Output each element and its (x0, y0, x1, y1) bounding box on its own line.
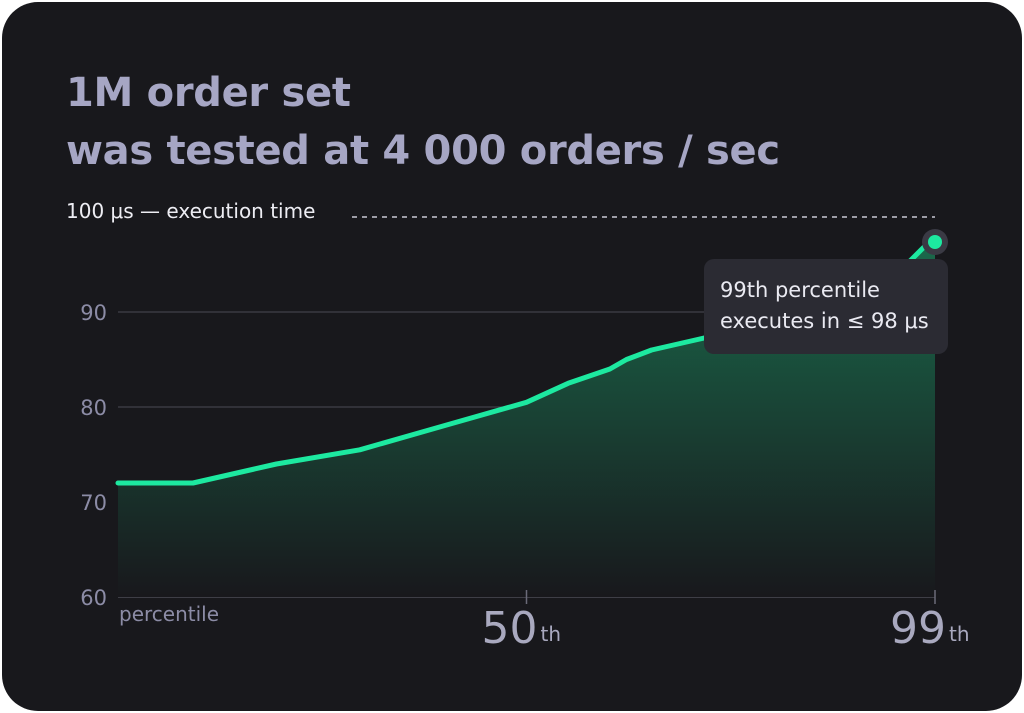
percentile-tooltip: 99th percentile executes in ≤ 98 μs (704, 259, 948, 354)
title-line-2: was tested at 4 000 orders / sec (66, 128, 780, 174)
y-tick-label: 70 (80, 491, 107, 515)
chart-title: 1M order set was tested at 4 000 orders … (66, 64, 780, 180)
y-tick-label: 80 (80, 396, 107, 420)
highlight-group (922, 229, 948, 255)
x-tick-suffix: th (541, 622, 562, 646)
y-tick-label: 90 (80, 301, 107, 325)
tooltip-line-2: executes in ≤ 98 μs (720, 309, 929, 333)
x-tick-suffix: th (949, 622, 970, 646)
x-axis-label: percentile (119, 602, 219, 626)
tooltip-line-1: 99th percentile (720, 278, 880, 302)
y-tick-label: 60 (80, 586, 107, 610)
x-tick-label: 50 (482, 603, 538, 654)
highlight-point (928, 235, 942, 249)
x-tick-label: 99 (890, 603, 946, 654)
area-fill (118, 236, 935, 597)
threshold-label: 100 μs — execution time (66, 199, 315, 223)
title-line-1: 1M order set (66, 70, 351, 116)
